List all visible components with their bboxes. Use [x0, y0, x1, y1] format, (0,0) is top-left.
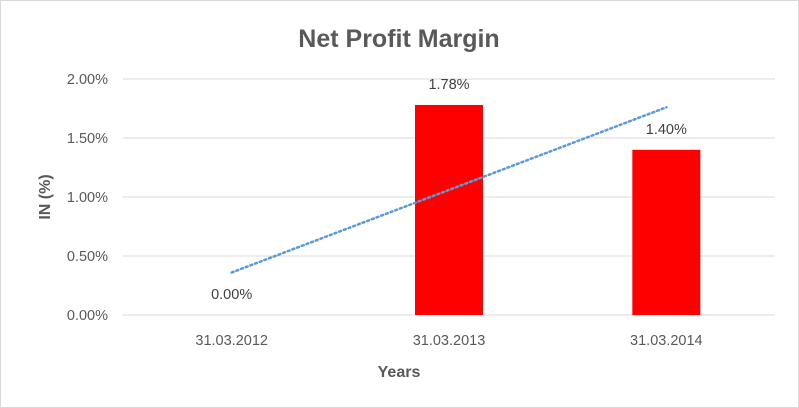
x-tick-label: 31.03.2013	[413, 333, 486, 349]
bar	[415, 104, 483, 316]
y-tick-label: 2.00%	[67, 72, 108, 88]
data-label: 1.40%	[646, 122, 687, 138]
y-tick-label: 1.00%	[67, 190, 108, 206]
data-labels: 0.00% 1.78% 1.40%	[211, 77, 687, 303]
x-axis-ticks: 31.03.2012 31.03.2013 31.03.2014	[195, 333, 702, 349]
data-label: 1.78%	[428, 77, 469, 93]
chart-title: Net Profit Margin	[298, 25, 499, 53]
y-tick-label: 1.50%	[67, 131, 108, 147]
x-axis-title: Years	[378, 364, 421, 381]
trendline-layer	[230, 106, 668, 274]
bars	[415, 104, 701, 316]
x-tick-label: 31.03.2012	[195, 333, 268, 349]
y-tick-label: 0.50%	[67, 249, 108, 265]
trendline	[230, 106, 668, 274]
data-label: 0.00%	[211, 287, 252, 303]
y-tick-label: 0.00%	[67, 308, 108, 324]
bar	[632, 149, 701, 315]
y-axis-ticks: 0.00% 0.50% 1.00% 1.50% 2.00%	[67, 72, 108, 324]
x-tick-label: 31.03.2014	[630, 333, 703, 349]
y-axis-title: IN (%)	[37, 174, 54, 219]
